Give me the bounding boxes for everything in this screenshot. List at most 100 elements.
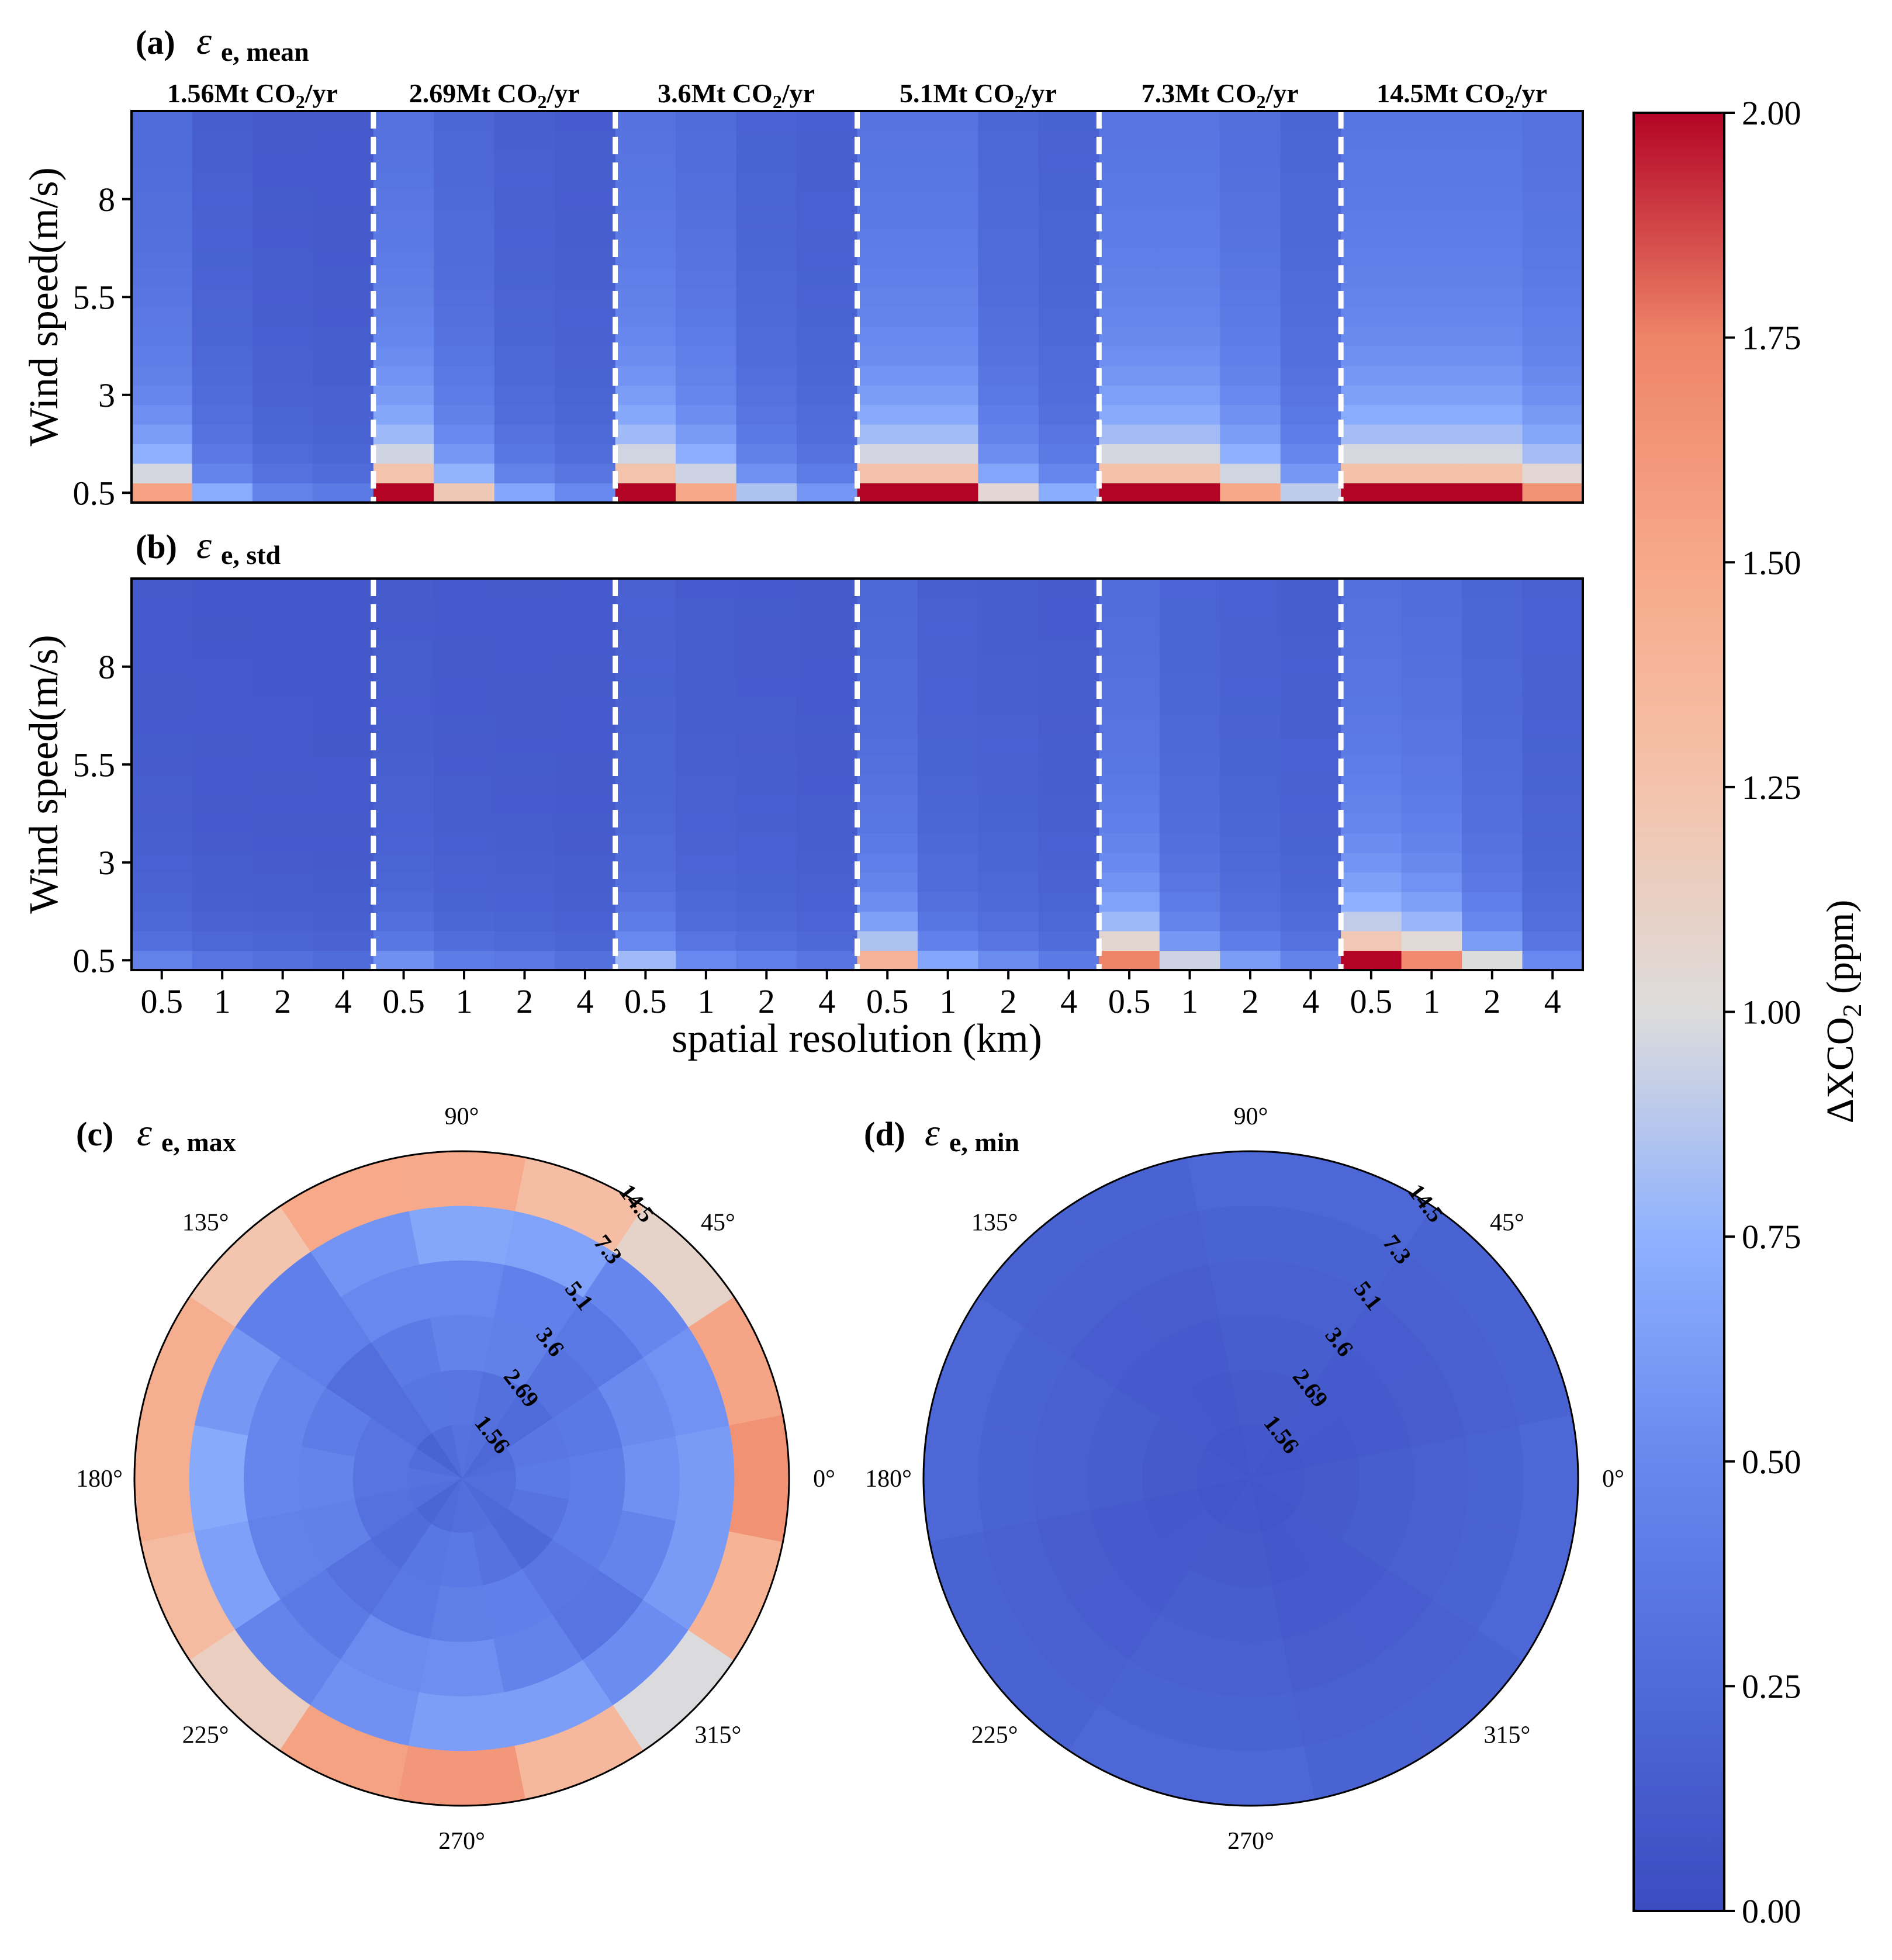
heatmap-cell	[1401, 950, 1462, 971]
heatmap-cell	[1280, 715, 1341, 736]
heatmap-cell	[615, 228, 676, 249]
polar-cell	[408, 1205, 516, 1265]
x-tick-label: 1	[1423, 982, 1440, 1020]
heatmap-cell	[434, 618, 495, 638]
heatmap-cell	[1038, 228, 1099, 249]
heatmap-cell	[555, 209, 616, 229]
heatmap-cell	[978, 287, 1039, 307]
heatmap-cell	[373, 268, 434, 288]
heatmap-cell	[857, 833, 918, 853]
angle-tick-label: 315°	[1484, 1722, 1531, 1748]
heatmap-cell	[1462, 931, 1523, 951]
heatmap-cell	[1159, 228, 1220, 249]
heatmap-cell	[917, 385, 979, 406]
heatmap-cell	[1522, 346, 1583, 366]
heatmap-cell	[1462, 404, 1523, 425]
heatmap-cell	[1220, 598, 1281, 618]
heatmap-cell	[1280, 365, 1341, 386]
heatmap-cell	[978, 111, 1039, 131]
heatmap-cell	[857, 598, 918, 618]
heatmap-cell	[373, 657, 434, 677]
heatmap-cell	[252, 774, 313, 795]
heatmap-cell	[313, 833, 374, 853]
heatmap-cell	[857, 326, 918, 347]
heatmap-cell	[1401, 676, 1462, 697]
y-tick-label: 3	[98, 844, 115, 882]
heatmap-cell	[434, 735, 495, 756]
heatmap-cell	[615, 872, 676, 892]
x-ticks: 0.5 1 2 4 0.5 1 2 4 0.5 1 2 4 0.5 1 2 4 0.5 1 2 4 0.5 1 2 4	[140, 970, 1561, 1020]
heatmap-cell	[978, 853, 1039, 873]
heatmap-cell	[615, 483, 676, 503]
heatmap-cell	[555, 794, 616, 814]
heatmap-cell	[1401, 931, 1462, 951]
heatmap-cell	[494, 424, 555, 445]
heatmap-cell	[615, 715, 676, 736]
heatmap-cell	[192, 950, 253, 971]
heatmap-cell	[1220, 404, 1281, 425]
heatmap-cell	[736, 385, 797, 406]
heatmap-cell	[494, 892, 555, 912]
heatmap-cell	[313, 326, 374, 347]
heatmap-cell	[1401, 715, 1462, 736]
heatmap-cell	[1522, 209, 1583, 229]
heatmap-cell	[1159, 483, 1220, 503]
panel-d-label: (d)	[864, 1115, 905, 1153]
heatmap-cell	[1462, 774, 1523, 795]
heatmap-cell	[1159, 931, 1220, 951]
x-tick-label: 4	[1060, 982, 1077, 1020]
heatmap-cell	[555, 483, 616, 503]
heatmap-cell	[252, 598, 313, 618]
heatmap-cell	[1159, 794, 1220, 814]
heatmap-cell	[1341, 307, 1402, 327]
heatmap-cell	[1341, 813, 1402, 834]
heatmap-cell	[313, 404, 374, 425]
angle-tick-label: 135°	[971, 1210, 1018, 1237]
heatmap-cell	[676, 189, 737, 210]
heatmap-cell	[555, 365, 616, 386]
heatmap-cell	[857, 424, 918, 445]
heatmap-cell	[1220, 268, 1281, 288]
heatmap-cell	[676, 696, 737, 716]
heatmap-cell	[1462, 754, 1523, 775]
heatmap-cell	[978, 365, 1039, 386]
heatmap-cell	[494, 228, 555, 249]
heatmap-cell	[1099, 696, 1160, 716]
heatmap-cell	[615, 385, 676, 406]
heatmap-cell	[1220, 111, 1281, 131]
heatmap-cell	[736, 169, 797, 190]
heatmap-cell	[1099, 931, 1160, 951]
heatmap-cell	[1401, 483, 1462, 503]
heatmap-cell	[1099, 950, 1160, 971]
heatmap-cell	[555, 150, 616, 171]
heatmap-cell	[1341, 774, 1402, 795]
heatmap-cell	[192, 111, 253, 131]
heatmap-cell	[1099, 169, 1160, 190]
heatmap-cell	[132, 385, 193, 406]
heatmap-cell	[797, 931, 858, 951]
heatmap-cell	[615, 754, 676, 775]
heatmap-cell	[676, 209, 737, 229]
heatmap-cell	[373, 463, 434, 484]
colorbar-tick-label: 1.00	[1742, 993, 1801, 1031]
heatmap-cell	[132, 676, 193, 697]
heatmap-cell	[1099, 618, 1160, 638]
heatmap-cell	[857, 618, 918, 638]
heatmap-cell	[373, 346, 434, 366]
heatmap-cell	[1099, 150, 1160, 171]
heatmap-cell	[1401, 463, 1462, 484]
angle-tick-label: 135°	[182, 1210, 229, 1237]
heatmap-cell	[132, 911, 193, 931]
heatmap-cell	[676, 483, 737, 503]
heatmap-cell	[373, 209, 434, 229]
heatmap-cell	[1341, 150, 1402, 171]
heatmap-cell	[1341, 931, 1402, 951]
heatmap-cell	[1220, 424, 1281, 445]
heatmap-cell	[676, 833, 737, 853]
heatmap-cell	[434, 287, 495, 307]
polar-frame	[133, 1150, 790, 1807]
heatmap-cell	[1099, 346, 1160, 366]
heatmap-cell	[313, 892, 374, 912]
heatmap-cell	[555, 676, 616, 697]
heatmap-cell	[313, 169, 374, 190]
